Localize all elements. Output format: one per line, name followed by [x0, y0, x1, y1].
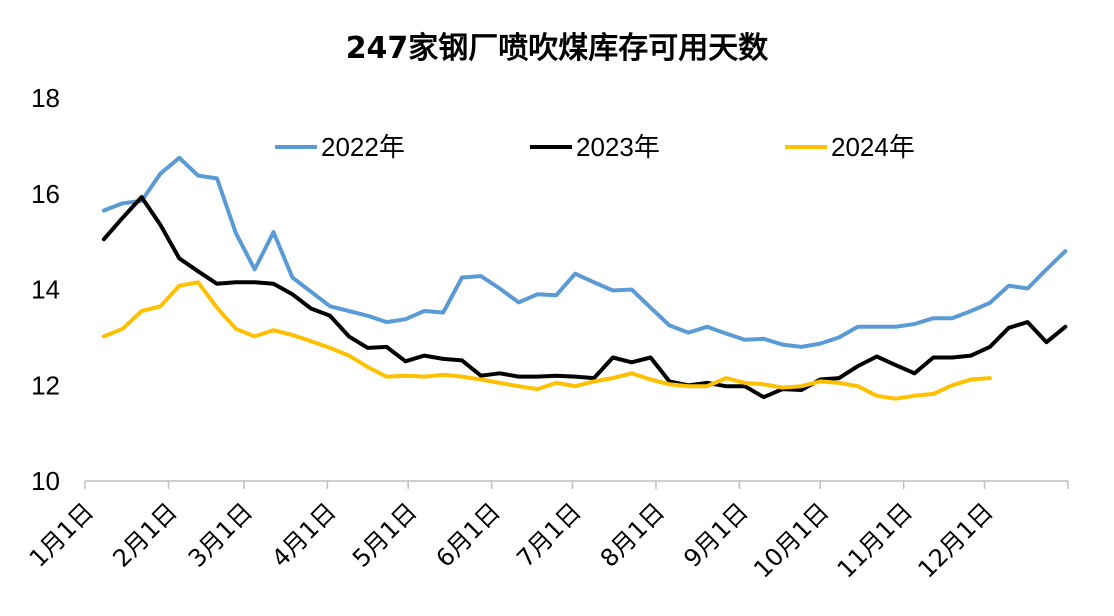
y-axis-ticks: 10 12 14 16 18	[31, 83, 60, 496]
y-tick-label: 16	[31, 179, 60, 209]
x-tick-label: 8月1日	[595, 497, 670, 572]
legend-label: 2022年	[321, 132, 405, 162]
y-tick-label: 18	[31, 83, 60, 113]
legend-label: 2024年	[831, 132, 915, 162]
legend: 2022年 2023年 2024年	[275, 132, 915, 162]
series-line-3	[101, 280, 992, 401]
x-tick-label: 5月1日	[347, 497, 422, 572]
x-axis-ticks: 1月1日 2月1日 3月1日 4月1日 5月1日 6月1日 7月1日 8月1日 9月1日10月1…	[24, 481, 1069, 584]
y-tick-label: 12	[31, 370, 60, 400]
x-tick-label: 11月1日	[832, 497, 918, 583]
y-tick-label: 10	[31, 466, 60, 496]
legend-label: 2023年	[576, 132, 660, 162]
x-tick-label: 1月1日	[24, 497, 99, 572]
x-tick-label: 2月1日	[107, 497, 182, 572]
x-tick-label: 9月1日	[678, 497, 753, 572]
series-layer	[101, 155, 1068, 401]
x-tick-label: 12月1日	[913, 497, 999, 583]
x-tick-label: 7月1日	[511, 497, 586, 572]
x-tick-label: 6月1日	[431, 497, 506, 572]
x-tick-label: 3月1日	[183, 497, 258, 572]
x-tick-label: 4月1日	[266, 497, 341, 572]
y-tick-label: 14	[31, 275, 60, 305]
series-line-1	[101, 155, 1068, 349]
chart-title: 247家钢厂喷吹煤库存可用天数	[346, 31, 770, 66]
series-line-2	[101, 195, 1068, 400]
x-tick-label: 10月1日	[748, 497, 834, 583]
